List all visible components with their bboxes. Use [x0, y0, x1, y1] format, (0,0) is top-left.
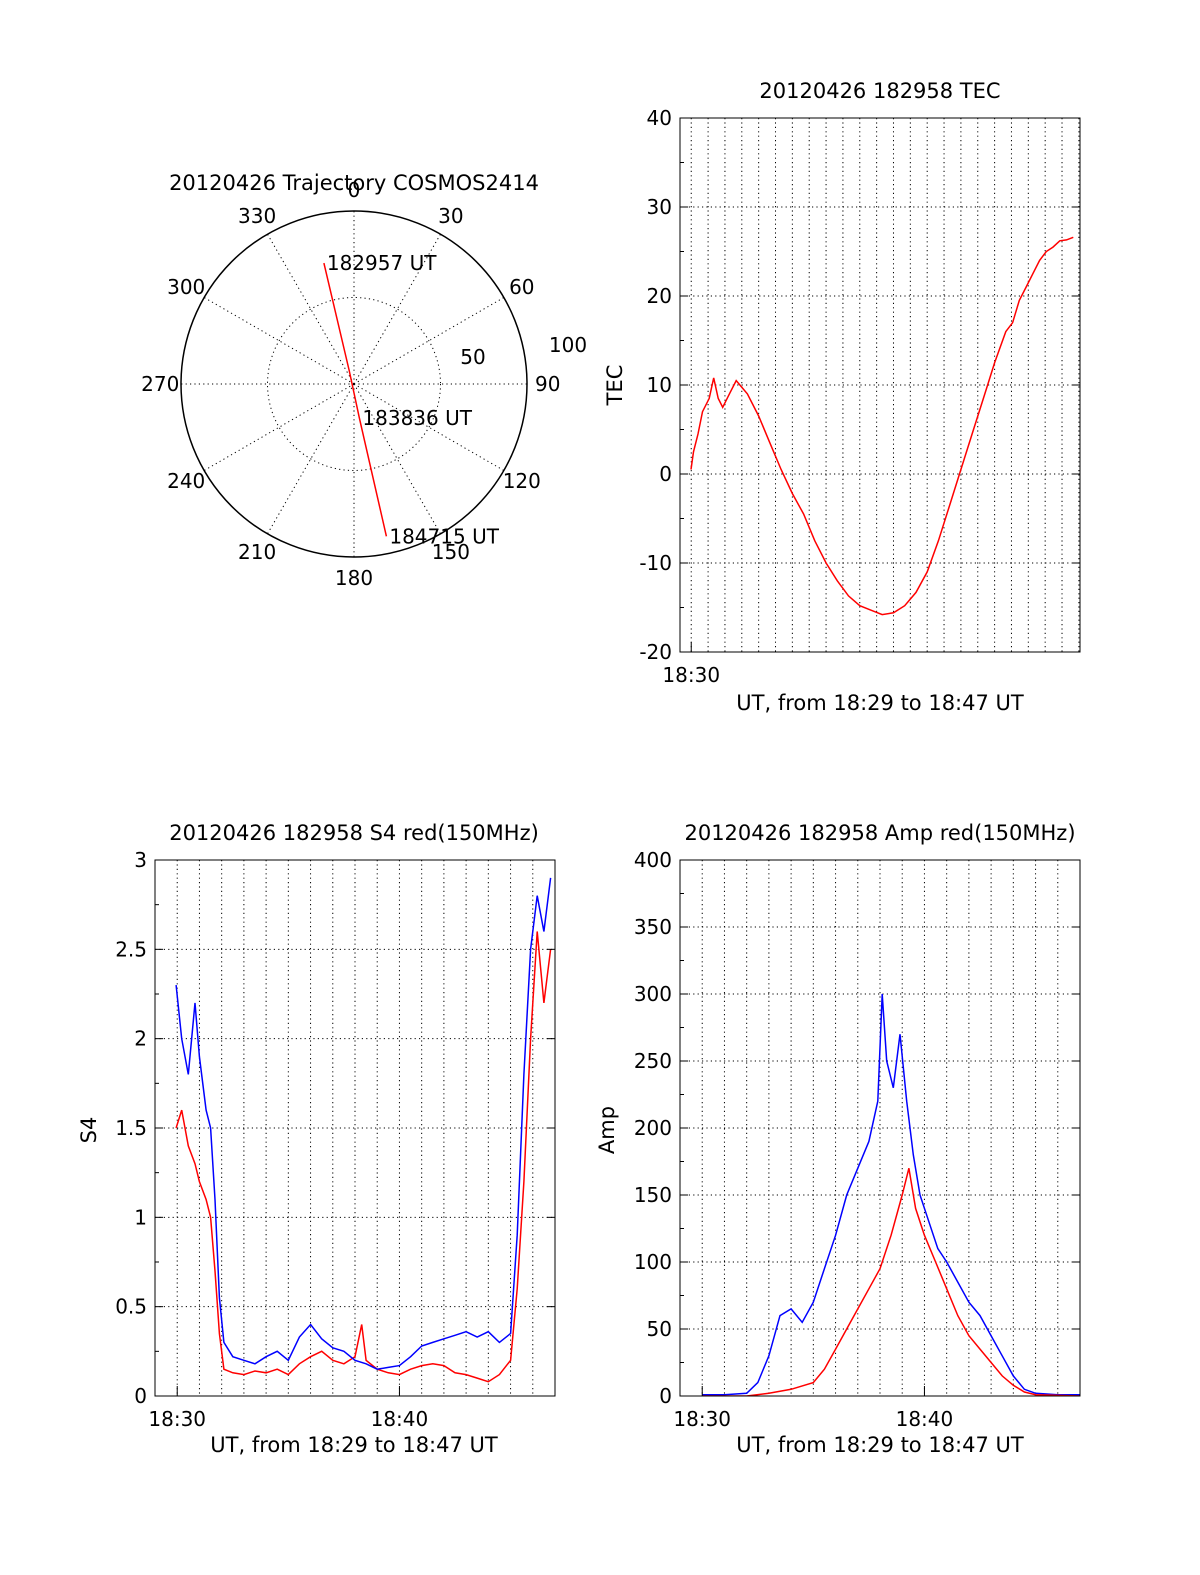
- polar-azimuth-label: 180: [335, 566, 373, 590]
- polar-azimuth-label: 240: [167, 469, 205, 493]
- amp-ytick-label: 300: [634, 982, 672, 1006]
- amp-ytick-label: 50: [647, 1317, 672, 1341]
- amp-ylabel: Amp: [595, 1106, 619, 1154]
- s4-ytick-label: 3: [134, 848, 147, 872]
- polar-azimuth-label: 270: [141, 372, 179, 396]
- polar-spoke: [203, 383, 355, 471]
- tec-ytick-label: 40: [647, 106, 672, 130]
- s4-ytick-label: 2: [134, 1027, 147, 1051]
- trajectory-time-label: 183836 UT: [362, 406, 472, 430]
- tec-ytick-label: -20: [639, 640, 672, 664]
- polar-radial-label: 50: [460, 345, 485, 369]
- s4-ylabel: S4: [77, 1117, 101, 1144]
- amp-series-line-0: [702, 993, 1080, 1396]
- s4-series-line-1: [175, 877, 552, 1370]
- tec-ytick-label: -10: [639, 551, 672, 575]
- tec-title: 20120426 182958 TEC: [759, 79, 1000, 103]
- trajectory-title: 20120426 Trajectory COSMOS2414: [169, 171, 539, 195]
- tec-ytick-label: 20: [647, 284, 672, 308]
- polar-outer-circle: [180, 210, 528, 558]
- amp-plot-frame: [679, 859, 1081, 1397]
- tec-ytick-label: 10: [647, 373, 672, 397]
- s4-series-line-0: [175, 931, 552, 1383]
- tec-ytick-label: 30: [647, 195, 672, 219]
- s4-ytick-label: 1: [134, 1205, 147, 1229]
- amp-ytick-label: 0: [659, 1384, 672, 1408]
- polar-azimuth-label: 330: [238, 204, 276, 228]
- trajectory-time-label: 184715 UT: [389, 524, 499, 548]
- tec-panel: 20120426 182958 TEC UT, from 18:29 to 18…: [603, 79, 1081, 715]
- s4-xtick-label: 18:30: [148, 1407, 206, 1431]
- tec-plot-frame: [679, 117, 1081, 653]
- amp-title: 20120426 182958 Amp red(150MHz): [684, 821, 1075, 845]
- polar-azimuth-label: 30: [438, 204, 463, 228]
- polar-azimuth-label: 150: [432, 540, 470, 564]
- s4-ytick-label: 0.5: [115, 1295, 147, 1319]
- s4-xtick-label: 18:40: [371, 1407, 429, 1431]
- amp-panel: 20120426 182958 Amp red(150MHz) UT, from…: [595, 821, 1081, 1457]
- tec-xtick-label: 18:30: [662, 663, 720, 687]
- amp-xtick-label: 18:30: [673, 1407, 731, 1431]
- trajectory-line-0: [323, 262, 388, 537]
- tec-ytick-label: 0: [659, 462, 672, 486]
- trajectory-time-label: 182957 UT: [327, 251, 437, 275]
- amp-series-line-1: [702, 1168, 1080, 1396]
- s4-ytick-label: 1.5: [115, 1116, 147, 1140]
- polar-azimuth-label: 300: [167, 275, 205, 299]
- polar-azimuth-label: 120: [503, 469, 541, 493]
- trajectory-panel: 20120426 Trajectory COSMOS2414 0 30 60 90 12…: [141, 171, 587, 590]
- tec-ylabel: TEC: [603, 365, 627, 407]
- s4-ytick-label: 2.5: [115, 937, 147, 961]
- amp-xtick-label: 18:40: [896, 1407, 954, 1431]
- amp-ytick-label: 350: [634, 915, 672, 939]
- amp-ytick-label: 250: [634, 1049, 672, 1073]
- s4-title: 20120426 182958 S4 red(150MHz): [169, 821, 539, 845]
- polar-radial-label: 100: [549, 333, 587, 357]
- amp-ytick-label: 400: [634, 848, 672, 872]
- s4-xlabel: UT, from 18:29 to 18:47 UT: [210, 1433, 498, 1457]
- polar-azimuth-label: 90: [535, 372, 560, 396]
- tec-xlabel: UT, from 18:29 to 18:47 UT: [736, 691, 1024, 715]
- polar-azimuth-label: 60: [509, 275, 534, 299]
- s4-plot-frame: [154, 859, 556, 1397]
- s4-panel: 20120426 182958 S4 red(150MHz) UT, from …: [77, 821, 556, 1457]
- tec-series-line-0: [690, 236, 1074, 616]
- polar-spoke: [203, 297, 355, 385]
- amp-ytick-label: 150: [634, 1183, 672, 1207]
- polar-azimuth-label: 0: [348, 178, 361, 202]
- amp-xlabel: UT, from 18:29 to 18:47 UT: [736, 1433, 1024, 1457]
- s4-ytick-label: 0: [134, 1384, 147, 1408]
- amp-ytick-label: 200: [634, 1116, 672, 1140]
- polar-azimuth-label: 210: [238, 540, 276, 564]
- amp-ytick-label: 100: [634, 1250, 672, 1274]
- polar-inner-circle: [267, 297, 441, 471]
